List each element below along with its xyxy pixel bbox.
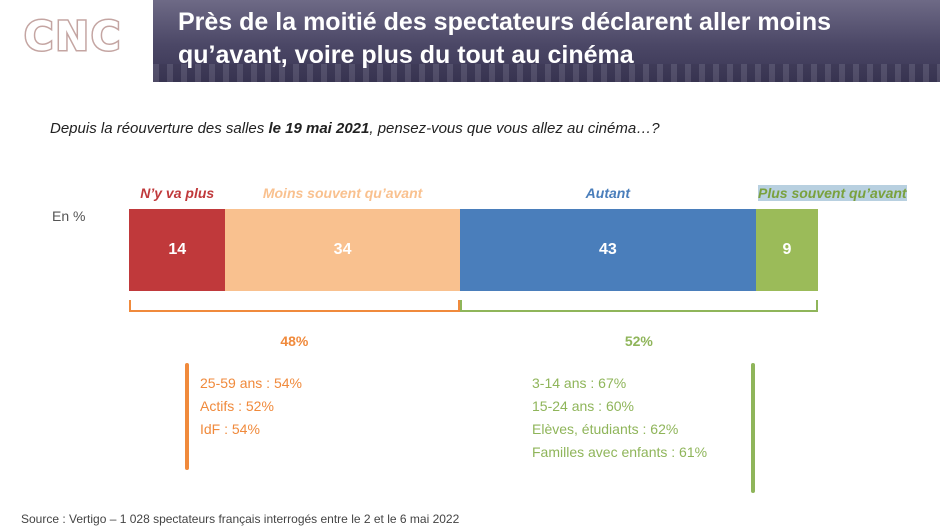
bar-value-label: 14 bbox=[168, 241, 187, 258]
group-detail-item: Actifs : 52% bbox=[200, 398, 274, 414]
page-title: Près de la moitié des spectateurs déclar… bbox=[178, 6, 918, 72]
group-detail-list: 3-14 ans : 67% 15-24 ans : 60% Elèves, étu… bbox=[532, 372, 707, 464]
question-suffix: , pensez-vous que vous allez au cinéma…? bbox=[369, 120, 660, 137]
group-detail-item: 3-14 ans : 67% bbox=[532, 375, 627, 391]
group-detail-list: 25-59 ans : 54% Actifs : 52% IdF : 54% bbox=[200, 372, 302, 441]
title-line-2: qu’avant, voire plus du tout au cinéma bbox=[178, 41, 634, 69]
question-prefix: Depuis la réouverture des salles bbox=[50, 120, 269, 137]
header: CNC Près de la moitié des spectateurs dé… bbox=[0, 0, 940, 82]
unit-label: En % bbox=[52, 208, 86, 224]
group-bracket bbox=[459, 300, 818, 312]
bar-value-label: 34 bbox=[333, 241, 352, 258]
survey-question: Depuis la réouverture des salles le 19 m… bbox=[50, 120, 660, 137]
question-date: le 19 mai 2021 bbox=[268, 120, 370, 137]
group-bracket bbox=[129, 300, 460, 312]
group-detail-item: 25-59 ans : 54% bbox=[200, 375, 302, 391]
group-accent-line bbox=[751, 363, 755, 493]
group-accent-line bbox=[185, 363, 189, 470]
bar-value-label: 43 bbox=[598, 241, 617, 258]
bar-segment: 43 bbox=[459, 209, 756, 291]
group-detail-item: Familles avec enfants : 61% bbox=[532, 444, 708, 460]
group-detail-item: IdF : 54% bbox=[200, 421, 260, 437]
category-label: Autant bbox=[585, 185, 631, 201]
category-label: N’y va plus bbox=[140, 185, 215, 201]
source-note: Source : Vertigo – 1 028 spectateurs fra… bbox=[21, 512, 460, 526]
title-line-1: Près de la moitié des spectateurs déclar… bbox=[178, 8, 832, 36]
group-total-label: 52% bbox=[624, 333, 653, 349]
bar-segment: 34 bbox=[225, 209, 460, 291]
category-label: Moins souvent qu’avant bbox=[262, 185, 423, 201]
bar-value-label: 9 bbox=[782, 241, 792, 258]
group-total-label: 48% bbox=[280, 333, 309, 349]
category-label: Plus souvent qu’avant bbox=[757, 185, 907, 201]
bar-segment: 14 bbox=[129, 209, 226, 291]
group-detail-item: Elèves, étudiants : 62% bbox=[532, 421, 679, 437]
group-detail-item: 15-24 ans : 60% bbox=[532, 398, 634, 414]
title-banner bbox=[153, 0, 940, 82]
bar-segment: 9 bbox=[755, 209, 818, 291]
cnc-logo: CNC bbox=[22, 13, 123, 62]
